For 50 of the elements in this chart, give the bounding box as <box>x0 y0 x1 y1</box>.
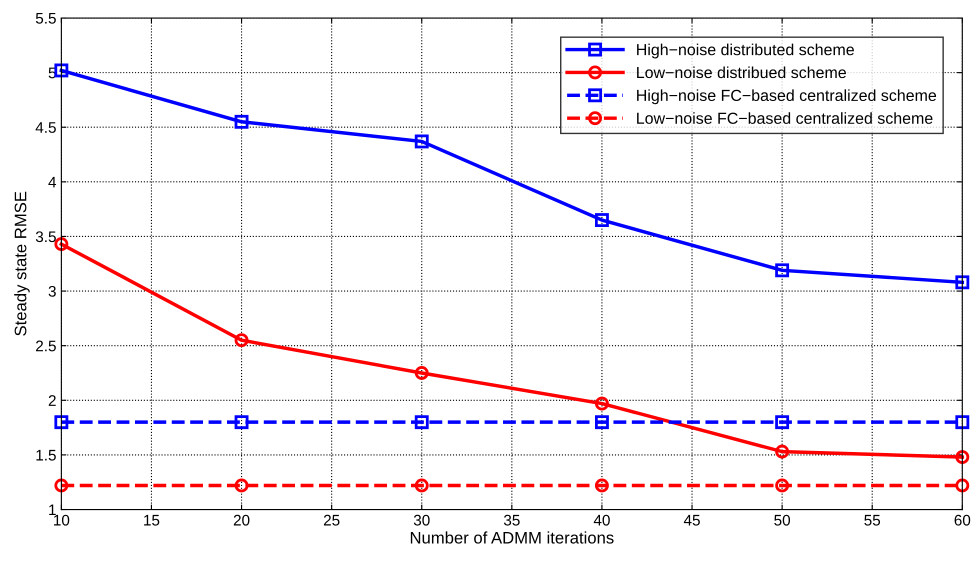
x-tick-label: 40 <box>594 514 610 526</box>
x-tick-label: 45 <box>684 514 700 526</box>
x-tick-label: 10 <box>54 514 70 526</box>
x-tick-label: 20 <box>234 514 250 526</box>
x-tick-label: 55 <box>864 514 880 526</box>
y-tick-label: 2.5 <box>36 340 56 352</box>
x-tick-label: 35 <box>504 514 520 526</box>
y-tick-label: 3 <box>48 286 56 297</box>
y-tick-label: 1 <box>49 504 56 516</box>
y-tick-label: 1.5 <box>36 450 56 461</box>
point <box>955 415 970 430</box>
y-axis-title: Steady state RMSE <box>14 192 30 336</box>
point <box>234 333 248 348</box>
point <box>955 478 970 492</box>
point <box>775 415 790 430</box>
point <box>414 478 429 492</box>
point <box>54 478 68 492</box>
legend-label: Low−noise distribued scheme <box>637 66 846 78</box>
point <box>54 415 68 430</box>
point <box>234 478 248 492</box>
x-axis-title: Number of ADMM iterations <box>410 531 614 544</box>
point <box>414 366 429 380</box>
point <box>775 478 790 492</box>
y-tick-label: 4.5 <box>36 122 56 133</box>
point <box>414 134 429 148</box>
point <box>594 415 609 430</box>
legend-label: High−noise distributed scheme <box>637 44 854 58</box>
y-tick-label: 2 <box>48 395 56 406</box>
point <box>234 114 248 129</box>
point <box>594 213 609 228</box>
point <box>54 63 68 78</box>
point <box>955 450 970 464</box>
point <box>955 275 970 290</box>
y-tick-label: 5.5 <box>36 13 56 24</box>
x-tick-label: 60 <box>954 514 970 526</box>
y-tick-label: 4 <box>48 176 56 188</box>
point <box>594 396 609 411</box>
legend-label: High−noise FC−based centralized scheme <box>637 89 936 104</box>
point <box>775 444 790 459</box>
point <box>594 478 609 492</box>
legend-label: Low−noise FC−based centralized scheme <box>637 112 933 124</box>
y-tick-label: 3.5 <box>36 231 56 242</box>
point <box>775 263 790 278</box>
x-tick-label: 30 <box>414 514 430 526</box>
x-tick-label: 50 <box>774 514 790 526</box>
x-tick-label: 15 <box>144 514 160 526</box>
x-tick-label: 25 <box>324 514 340 526</box>
point <box>414 415 429 430</box>
point <box>234 415 248 430</box>
point <box>54 237 68 252</box>
